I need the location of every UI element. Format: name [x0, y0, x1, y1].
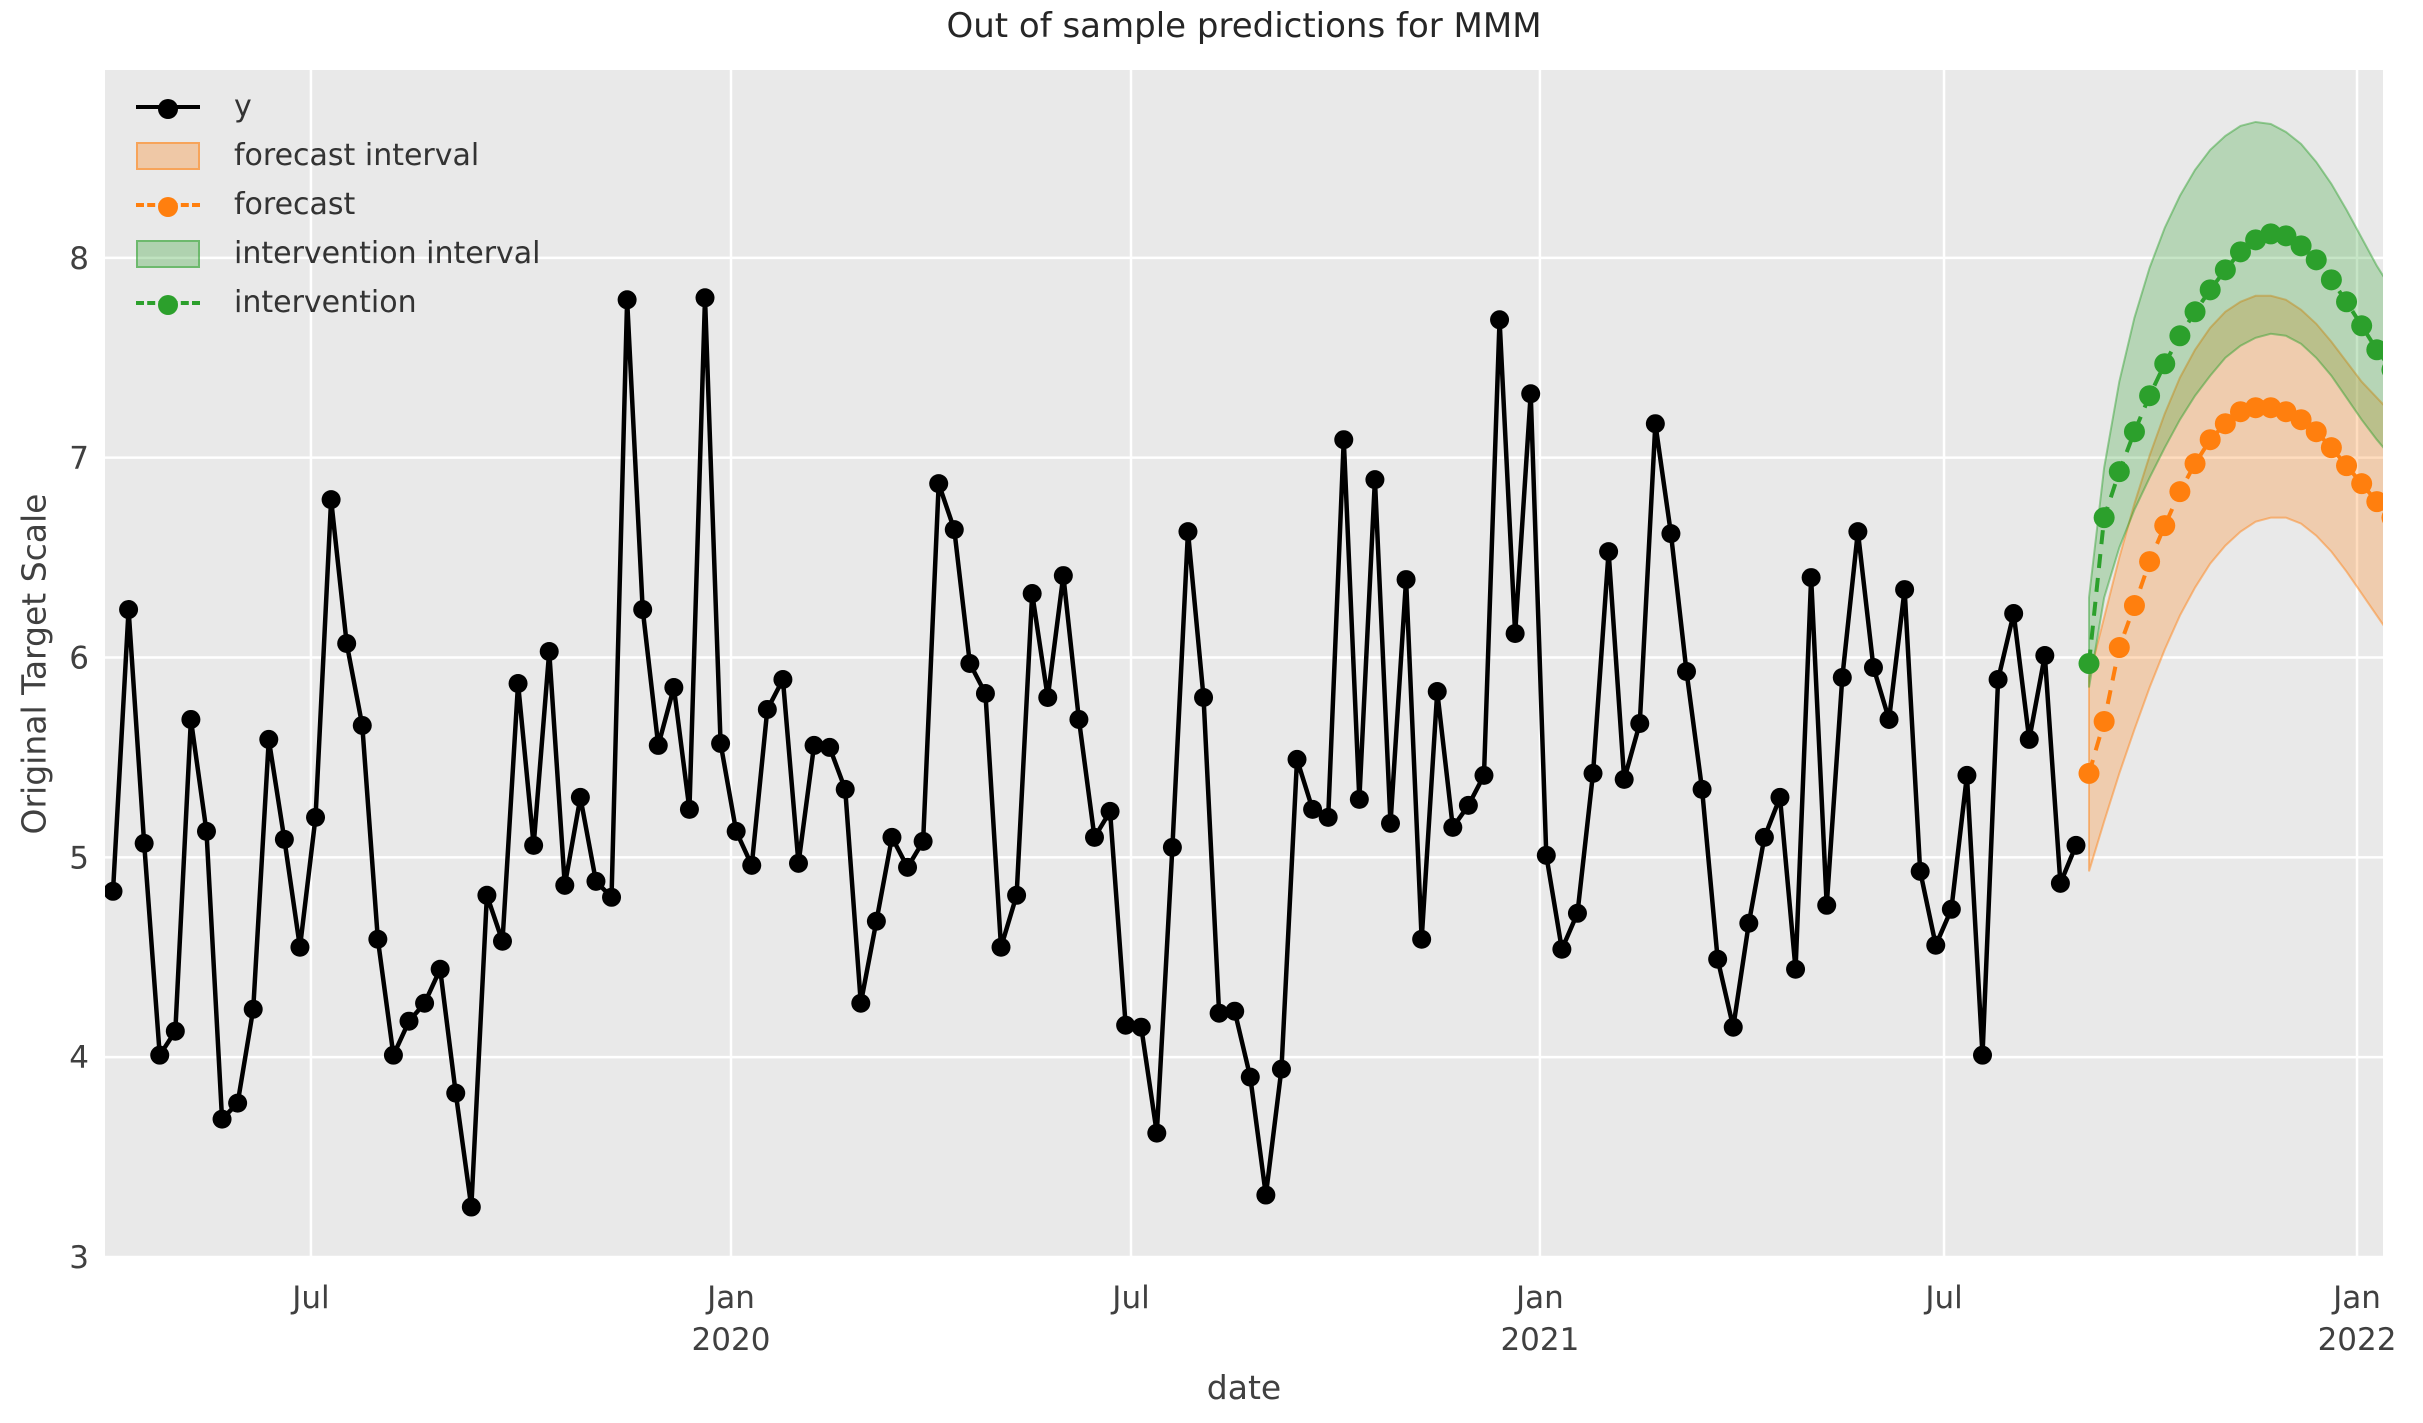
x-tick-label: Jan — [1514, 1280, 1564, 1316]
legend-item-intervention-interval: intervention interval — [118, 229, 541, 278]
series-forecast — [2078, 397, 2383, 784]
legend-item-forecast: forecast — [118, 180, 541, 229]
legend-label: forecast interval — [234, 138, 480, 173]
y-tick-label: 8 — [69, 241, 89, 277]
y-tick-label: 4 — [69, 1040, 89, 1076]
x-tick-label: Jul — [1110, 1280, 1149, 1316]
legend-label: y — [234, 89, 252, 124]
tick-labels: 3 4 5 6 7 8 Jul Jan 2020 Jul Jan 2021 Jul Jan 2022 — [69, 241, 2396, 1358]
legend-item-forecast-interval: forecast interval — [118, 131, 541, 180]
legend-line-marker-icon — [118, 196, 218, 217]
legend-label: intervention — [234, 285, 417, 320]
x-tick-label: Jan — [705, 1280, 755, 1316]
x-axis-label: date — [1206, 1368, 1282, 1407]
x-tick-year-label: 2021 — [1500, 1322, 1579, 1358]
y-axis-label: Original Target Scale — [14, 493, 54, 835]
series-intervention — [2078, 223, 2383, 675]
legend-label: intervention interval — [234, 236, 541, 271]
y-tick-label: 6 — [69, 641, 89, 677]
x-tick-label: Jul — [290, 1280, 329, 1316]
legend-line-marker-icon — [118, 98, 218, 119]
y-tick-label: 3 — [69, 1240, 89, 1276]
x-tick-year-label: 2022 — [2318, 1322, 2397, 1358]
data-layer — [105, 120, 2383, 1217]
legend: y forecast interval forecast intervention i… — [118, 82, 541, 327]
legend-patch-icon — [118, 141, 218, 170]
series-y — [105, 288, 2086, 1217]
legend-label: forecast — [234, 187, 356, 222]
legend-line-marker-icon — [118, 294, 218, 315]
y-tick-label: 5 — [69, 840, 89, 876]
x-tick-year-label: 2020 — [692, 1322, 771, 1358]
y-tick-label: 7 — [69, 441, 89, 477]
x-tick-label: Jul — [1923, 1280, 1962, 1316]
legend-item-intervention: intervention — [118, 278, 541, 327]
legend-patch-icon — [118, 239, 218, 268]
chart-title: Out of sample predictions for MMM — [946, 6, 1542, 46]
legend-item-y: y — [118, 82, 541, 131]
x-tick-label: Jan — [2331, 1280, 2381, 1316]
